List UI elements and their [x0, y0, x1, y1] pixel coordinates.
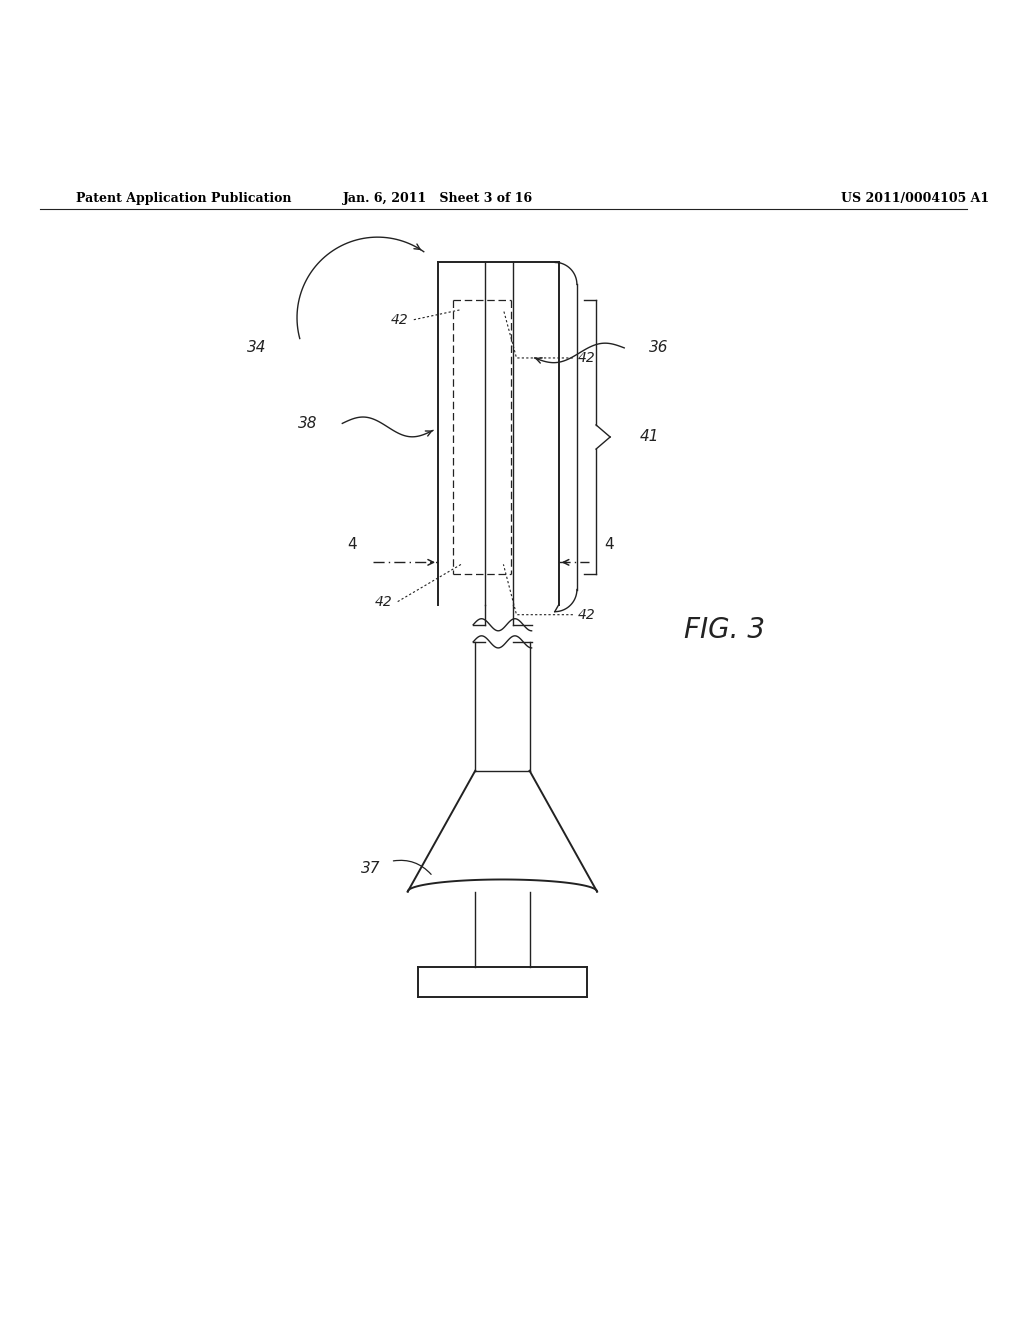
- Text: 37: 37: [361, 862, 381, 876]
- Text: 4: 4: [604, 537, 614, 552]
- Text: 36: 36: [649, 341, 669, 355]
- Text: 42: 42: [578, 351, 596, 364]
- Text: US 2011/0004105 A1: US 2011/0004105 A1: [841, 191, 989, 205]
- Text: 38: 38: [298, 416, 317, 430]
- Text: Jan. 6, 2011   Sheet 3 of 16: Jan. 6, 2011 Sheet 3 of 16: [343, 191, 534, 205]
- Text: Patent Application Publication: Patent Application Publication: [76, 191, 291, 205]
- Text: FIG. 3: FIG. 3: [684, 616, 765, 644]
- Text: 34: 34: [248, 341, 267, 355]
- Text: 42: 42: [578, 607, 596, 622]
- Text: 4: 4: [347, 537, 357, 552]
- Text: 42: 42: [375, 594, 392, 609]
- Text: 42: 42: [391, 313, 409, 326]
- Text: 41: 41: [639, 429, 658, 444]
